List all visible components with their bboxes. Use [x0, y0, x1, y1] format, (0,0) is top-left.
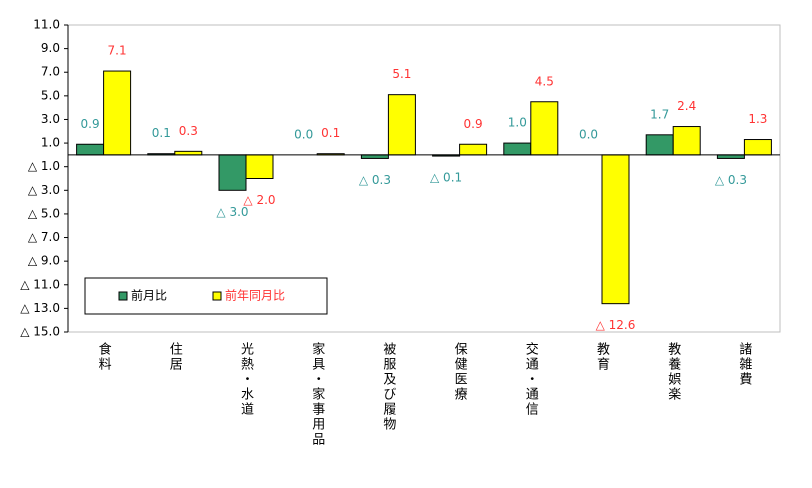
y-tick-label: △ 7.0	[28, 230, 60, 244]
bar	[76, 143, 105, 156]
value-label: 0.3	[179, 124, 198, 138]
value-label: △ 12.6	[596, 318, 636, 332]
value-label: 5.1	[392, 67, 411, 81]
bar	[103, 70, 132, 156]
bar	[601, 154, 630, 305]
value-label: 0.1	[321, 126, 340, 140]
legend: 前月比 前年同月比	[84, 277, 328, 315]
x-tick-label: 教養娯楽	[665, 342, 681, 402]
x-tick-label: 諸雑費	[736, 342, 752, 387]
bar	[387, 94, 416, 156]
bar	[503, 142, 532, 156]
value-label: 0.9	[81, 117, 100, 131]
y-tick-label: 9.0	[41, 41, 60, 55]
bar	[245, 154, 274, 179]
value-label: 0.0	[294, 127, 313, 141]
legend-label: 前年同月比	[225, 288, 285, 303]
x-tick-label: 光熱・水道	[238, 342, 253, 417]
y-tick-label: △ 5.0	[28, 206, 60, 220]
y-tick-label: △ 1.0	[28, 159, 60, 173]
y-tick-label: △ 3.0	[28, 183, 60, 197]
value-label: 2.4	[677, 99, 696, 113]
value-label: △ 2.0	[243, 193, 275, 207]
x-tick-label: 交通・通信	[522, 342, 538, 417]
x-tick-label: 教育	[594, 342, 609, 372]
bar	[716, 154, 745, 159]
value-label: 7.1	[108, 44, 127, 58]
x-tick-label: 食料	[95, 342, 111, 372]
y-tick-label: △ 15.0	[20, 325, 60, 339]
bar	[743, 139, 772, 156]
bar	[459, 143, 488, 156]
x-tick-label: 被服及び履物	[380, 342, 396, 432]
y-tick-label: 7.0	[41, 65, 60, 79]
value-label: △ 0.3	[715, 173, 747, 187]
value-label: 0.1	[152, 126, 171, 140]
bar	[645, 134, 674, 156]
value-label: 0.0	[579, 127, 598, 141]
bar	[218, 154, 247, 191]
bar	[672, 126, 701, 156]
y-tick-label: △ 13.0	[20, 301, 60, 315]
bar	[174, 150, 203, 156]
value-label: △ 3.0	[216, 205, 248, 219]
y-tick-label: △ 11.0	[20, 277, 60, 291]
value-label: 1.0	[508, 116, 527, 130]
legend-label: 前月比	[131, 288, 167, 303]
y-tick-label: 5.0	[41, 88, 60, 102]
value-label: 1.7	[650, 107, 669, 121]
bar	[360, 154, 389, 159]
value-label: 0.9	[464, 117, 483, 131]
value-label: 4.5	[535, 74, 554, 88]
y-tick-label: 1.0	[41, 136, 60, 150]
x-tick-label: 保健医療	[451, 342, 467, 402]
value-label: 1.3	[748, 112, 767, 126]
legend-swatch	[118, 291, 128, 301]
value-label: △ 0.3	[359, 173, 391, 187]
bar	[530, 101, 559, 156]
value-label: △ 0.1	[430, 171, 462, 185]
legend-swatch	[212, 291, 222, 301]
x-tick-label: 家具・家事用品	[309, 342, 325, 447]
x-tick-label: 住居	[166, 342, 182, 372]
y-tick-label: 11.0	[33, 18, 60, 32]
y-tick-label: 3.0	[41, 112, 60, 126]
y-tick-label: △ 9.0	[28, 254, 60, 268]
